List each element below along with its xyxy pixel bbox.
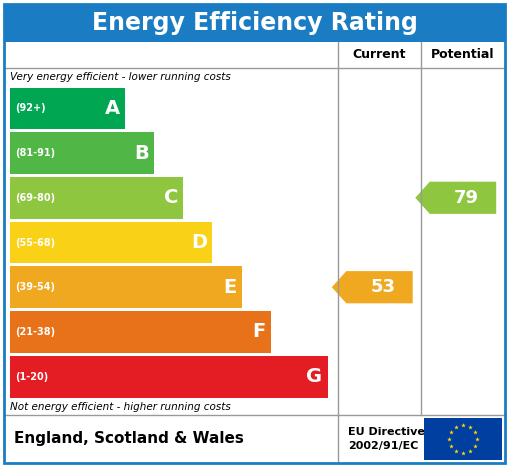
Text: B: B (134, 143, 149, 163)
Text: (1-20): (1-20) (15, 372, 48, 382)
Text: E: E (223, 278, 237, 297)
Bar (10, 87, 125, 129)
Bar (10, 311, 271, 353)
Text: (69-80): (69-80) (15, 193, 55, 203)
Text: 53: 53 (371, 278, 395, 296)
Text: (92+): (92+) (15, 103, 46, 113)
Polygon shape (415, 182, 496, 214)
Bar (10, 222, 212, 263)
Text: G: G (306, 367, 323, 386)
Polygon shape (332, 271, 413, 303)
Text: (39-54): (39-54) (15, 282, 55, 292)
Bar (10, 356, 327, 397)
Text: A: A (105, 99, 120, 118)
Text: F: F (252, 322, 266, 341)
Bar (424, 418, 502, 460)
Text: Energy Efficiency Rating: Energy Efficiency Rating (92, 11, 417, 35)
Bar (10, 132, 154, 174)
Text: D: D (191, 233, 208, 252)
Bar (10, 266, 242, 308)
Bar (10, 177, 183, 219)
Text: C: C (164, 188, 178, 207)
Text: Potential: Potential (431, 49, 495, 62)
Text: England, Scotland & Wales: England, Scotland & Wales (14, 432, 244, 446)
Text: Very energy efficient - lower running costs: Very energy efficient - lower running co… (10, 72, 231, 82)
Text: 79: 79 (454, 189, 479, 207)
Text: (21-38): (21-38) (15, 327, 55, 337)
Text: (81-91): (81-91) (15, 148, 55, 158)
Bar (4, 4, 505, 42)
Text: Current: Current (353, 49, 406, 62)
Text: Not energy efficient - higher running costs: Not energy efficient - higher running co… (10, 402, 231, 412)
Text: 2002/91/EC: 2002/91/EC (348, 441, 418, 451)
Text: (55-68): (55-68) (15, 238, 55, 248)
Text: EU Directive: EU Directive (348, 427, 425, 437)
